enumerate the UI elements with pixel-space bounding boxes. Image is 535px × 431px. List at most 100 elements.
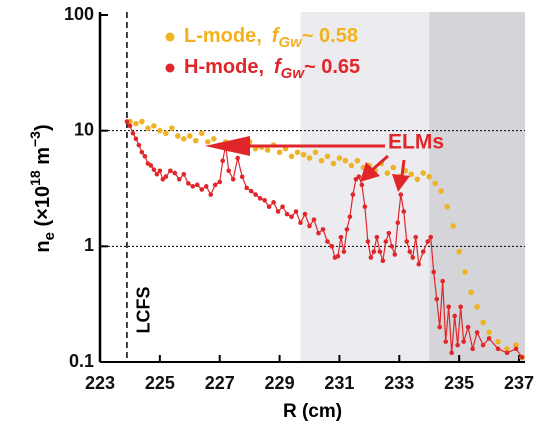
data-point	[359, 182, 365, 188]
data-point	[380, 258, 386, 264]
data-point	[480, 319, 486, 326]
legend-name: H-mode,	[184, 56, 264, 78]
data-point	[354, 157, 361, 164]
data-point	[486, 329, 492, 336]
data-point	[177, 176, 182, 182]
data-point	[320, 227, 326, 232]
data-point	[220, 158, 226, 163]
data-point	[235, 155, 240, 161]
data-point	[127, 123, 133, 129]
data-point	[329, 244, 335, 249]
y-axis-label-part: n	[32, 240, 54, 252]
x-tick-label: 237	[504, 373, 534, 393]
data-point	[374, 234, 380, 240]
data-point	[440, 278, 445, 284]
data-point	[312, 149, 319, 156]
data-point	[432, 180, 439, 187]
data-point	[154, 171, 160, 177]
x-axis-label: R (cm)	[283, 401, 342, 422]
data-point	[413, 234, 419, 240]
data-point	[136, 142, 142, 148]
shaded-region	[429, 12, 525, 362]
data-point	[468, 289, 474, 296]
data-point	[280, 204, 285, 210]
data-point	[306, 155, 313, 161]
data-point	[347, 214, 353, 220]
x-tick-label: 229	[265, 373, 295, 393]
data-point	[338, 234, 344, 240]
data-point	[257, 196, 263, 201]
shaded-region	[300, 12, 430, 362]
data-point	[426, 173, 433, 180]
data-point	[342, 157, 349, 164]
elm-arrowhead	[205, 136, 250, 156]
data-point	[253, 192, 258, 197]
x-tick-label: 235	[444, 373, 474, 393]
elm-arrowhead	[360, 162, 380, 182]
data-point	[142, 154, 148, 159]
data-point	[398, 192, 404, 197]
data-point	[362, 204, 368, 210]
data-point	[163, 130, 169, 137]
data-point	[446, 304, 451, 310]
data-point	[324, 153, 331, 160]
legend-text: ~ 0.65	[304, 56, 360, 78]
data-point	[504, 346, 510, 352]
legend-subscript: Gw	[281, 65, 306, 82]
data-point	[181, 171, 187, 177]
data-point	[404, 239, 410, 244]
data-point	[157, 127, 163, 134]
data-point	[133, 120, 139, 127]
data-point	[407, 249, 413, 254]
data-point	[284, 211, 290, 217]
data-point	[474, 304, 480, 310]
data-point	[450, 223, 456, 229]
data-point	[365, 239, 371, 244]
data-point	[386, 230, 392, 236]
data-point	[377, 249, 383, 254]
legend-symbol: f	[272, 25, 281, 47]
data-point	[172, 170, 178, 176]
data-point	[383, 239, 389, 244]
data-point	[226, 168, 231, 174]
data-point	[316, 230, 321, 236]
data-point	[276, 149, 283, 156]
data-point	[474, 330, 480, 335]
data-point	[302, 211, 308, 217]
data-point	[130, 130, 136, 136]
data-point	[449, 350, 454, 356]
data-point	[168, 168, 173, 174]
legend-name: L-mode,	[184, 25, 262, 47]
data-point	[455, 342, 460, 348]
data-point	[210, 136, 217, 142]
data-point	[434, 296, 440, 302]
y-axis-label-part: (×10	[32, 186, 54, 232]
data-point	[262, 198, 267, 203]
data-point	[401, 209, 407, 214]
data-point	[203, 184, 209, 189]
data-point	[271, 200, 276, 205]
y-axis-label-part: m	[32, 147, 54, 170]
data-point	[395, 220, 401, 226]
data-point	[504, 350, 510, 356]
data-point	[437, 324, 443, 330]
data-point	[348, 162, 355, 169]
elm-arrow	[371, 154, 389, 172]
data-point	[212, 182, 218, 188]
data-point	[344, 227, 350, 232]
data-point	[318, 157, 325, 164]
data-point	[480, 342, 486, 348]
data-point	[513, 346, 519, 352]
data-point	[192, 137, 199, 144]
legend-subscript: Gw	[278, 34, 303, 51]
data-point	[157, 168, 163, 174]
x-tick-label: 223	[85, 373, 115, 393]
data-point	[513, 342, 519, 348]
data-point	[198, 130, 205, 137]
data-point	[244, 185, 249, 191]
data-point	[350, 192, 356, 197]
data-point	[465, 324, 471, 330]
marks-layer	[124, 118, 525, 361]
